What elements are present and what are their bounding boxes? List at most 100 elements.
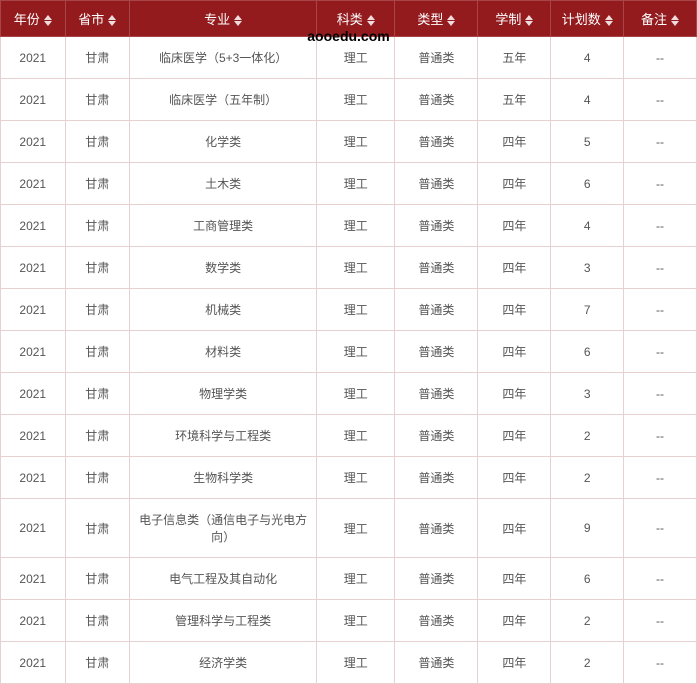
table-cell: 甘肃 bbox=[65, 163, 130, 205]
table-cell: 普通类 bbox=[395, 373, 478, 415]
table-cell: 理工 bbox=[317, 37, 395, 79]
table-cell: -- bbox=[624, 373, 697, 415]
table-body: 2021甘肃临床医学（5+3一体化）理工普通类五年4--2021甘肃临床医学（五… bbox=[1, 37, 697, 684]
table-cell: 四年 bbox=[478, 163, 551, 205]
table-cell: 普通类 bbox=[395, 642, 478, 684]
table-cell: 理工 bbox=[317, 79, 395, 121]
table-cell: 甘肃 bbox=[65, 373, 130, 415]
table-cell: 6 bbox=[551, 163, 624, 205]
table-cell: 普通类 bbox=[395, 600, 478, 642]
table-cell: 四年 bbox=[478, 373, 551, 415]
column-header-7[interactable]: 备注 bbox=[624, 1, 697, 37]
table-cell: 电气工程及其自动化 bbox=[130, 558, 317, 600]
table-cell: 甘肃 bbox=[65, 79, 130, 121]
sort-icon[interactable] bbox=[108, 15, 116, 26]
table-cell: 化学类 bbox=[130, 121, 317, 163]
table-cell: 普通类 bbox=[395, 499, 478, 558]
table-cell: 环境科学与工程类 bbox=[130, 415, 317, 457]
table-cell: 7 bbox=[551, 289, 624, 331]
table-cell: 2021 bbox=[1, 558, 66, 600]
column-header-6[interactable]: 计划数 bbox=[551, 1, 624, 37]
table-cell: 五年 bbox=[478, 37, 551, 79]
table-cell: 甘肃 bbox=[65, 499, 130, 558]
table-cell: 四年 bbox=[478, 121, 551, 163]
table-cell: 普通类 bbox=[395, 79, 478, 121]
table-cell: 普通类 bbox=[395, 205, 478, 247]
table-cell: 理工 bbox=[317, 415, 395, 457]
table-cell: 4 bbox=[551, 205, 624, 247]
table-cell: 临床医学（5+3一体化） bbox=[130, 37, 317, 79]
table-row: 2021甘肃经济学类理工普通类四年2-- bbox=[1, 642, 697, 684]
table-cell: 2 bbox=[551, 642, 624, 684]
table-cell: -- bbox=[624, 247, 697, 289]
table-cell: 临床医学（五年制） bbox=[130, 79, 317, 121]
column-header-label: 科类 bbox=[337, 12, 363, 27]
table-cell: 2021 bbox=[1, 499, 66, 558]
table-cell: 四年 bbox=[478, 457, 551, 499]
table-cell: 理工 bbox=[317, 163, 395, 205]
column-header-label: 备注 bbox=[641, 12, 667, 27]
table-cell: 4 bbox=[551, 79, 624, 121]
table-cell: 甘肃 bbox=[65, 121, 130, 163]
table-cell: -- bbox=[624, 331, 697, 373]
table-cell: -- bbox=[624, 415, 697, 457]
table-cell: 经济学类 bbox=[130, 642, 317, 684]
enrollment-plan-table: 年份省市专业科类类型学制计划数备注 2021甘肃临床医学（5+3一体化）理工普通… bbox=[0, 0, 697, 684]
column-header-label: 专业 bbox=[204, 12, 230, 27]
table-row: 2021甘肃物理学类理工普通类四年3-- bbox=[1, 373, 697, 415]
table-cell: 甘肃 bbox=[65, 331, 130, 373]
table-cell: 普通类 bbox=[395, 415, 478, 457]
sort-icon[interactable] bbox=[234, 15, 242, 26]
table-cell: 甘肃 bbox=[65, 600, 130, 642]
table-cell: 理工 bbox=[317, 205, 395, 247]
table-cell: 理工 bbox=[317, 600, 395, 642]
column-header-5[interactable]: 学制 bbox=[478, 1, 551, 37]
table-cell: 四年 bbox=[478, 247, 551, 289]
column-header-1[interactable]: 省市 bbox=[65, 1, 130, 37]
table-cell: 甘肃 bbox=[65, 415, 130, 457]
table-row: 2021甘肃工商管理类理工普通类四年4-- bbox=[1, 205, 697, 247]
column-header-label: 计划数 bbox=[562, 12, 601, 27]
table-cell: 6 bbox=[551, 331, 624, 373]
table-cell: 管理科学与工程类 bbox=[130, 600, 317, 642]
table-header: 年份省市 专业 科类 类型 学制 计划数 备注 bbox=[1, 1, 697, 37]
sort-icon[interactable] bbox=[44, 15, 52, 26]
table-cell: 2021 bbox=[1, 205, 66, 247]
column-header-2[interactable]: 专业 bbox=[130, 1, 317, 37]
table-row: 2021甘肃电气工程及其自动化理工普通类四年6-- bbox=[1, 558, 697, 600]
table-cell: 理工 bbox=[317, 247, 395, 289]
column-header-4[interactable]: 类型 bbox=[395, 1, 478, 37]
column-header-0[interactable]: 年份 bbox=[1, 1, 66, 37]
table-cell: 五年 bbox=[478, 79, 551, 121]
table-cell: 甘肃 bbox=[65, 642, 130, 684]
table-cell: 电子信息类（通信电子与光电方向） bbox=[130, 499, 317, 558]
table-cell: 四年 bbox=[478, 642, 551, 684]
column-header-3[interactable]: 科类 bbox=[317, 1, 395, 37]
table-cell: -- bbox=[624, 642, 697, 684]
table-cell: 理工 bbox=[317, 499, 395, 558]
table-cell: 理工 bbox=[317, 558, 395, 600]
table-cell: 甘肃 bbox=[65, 247, 130, 289]
table-cell: 2 bbox=[551, 457, 624, 499]
sort-icon[interactable] bbox=[367, 15, 375, 26]
sort-icon[interactable] bbox=[671, 15, 679, 26]
column-header-label: 类型 bbox=[417, 12, 443, 27]
table-cell: 4 bbox=[551, 37, 624, 79]
sort-icon[interactable] bbox=[605, 15, 613, 26]
table-cell: 机械类 bbox=[130, 289, 317, 331]
table-cell: 2021 bbox=[1, 415, 66, 457]
table-cell: 9 bbox=[551, 499, 624, 558]
table-cell: 2021 bbox=[1, 79, 66, 121]
table-row: 2021甘肃电子信息类（通信电子与光电方向）理工普通类四年9-- bbox=[1, 499, 697, 558]
column-header-label: 学制 bbox=[495, 12, 521, 27]
table-cell: 数学类 bbox=[130, 247, 317, 289]
table-cell: 2021 bbox=[1, 331, 66, 373]
table-cell: 四年 bbox=[478, 331, 551, 373]
table-cell: 2021 bbox=[1, 373, 66, 415]
table-cell: 理工 bbox=[317, 373, 395, 415]
table-cell: 2021 bbox=[1, 247, 66, 289]
sort-icon[interactable] bbox=[447, 15, 455, 26]
table-cell: 3 bbox=[551, 373, 624, 415]
sort-icon[interactable] bbox=[525, 15, 533, 26]
table-cell: 工商管理类 bbox=[130, 205, 317, 247]
